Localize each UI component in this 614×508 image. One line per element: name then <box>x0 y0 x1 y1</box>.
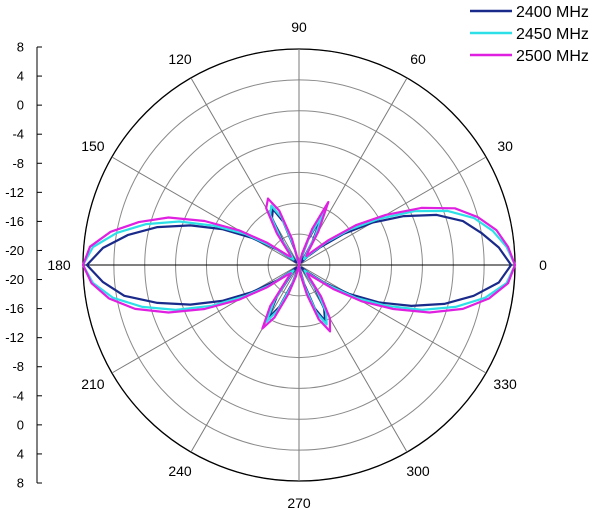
radial-tick-label: 8 <box>17 40 24 55</box>
series-group <box>81 197 517 333</box>
radial-tick-label: -16 <box>5 214 24 229</box>
radial-tick-label: 4 <box>17 446 24 461</box>
angle-label: 120 <box>168 51 192 67</box>
angle-label: 90 <box>291 19 307 35</box>
angle-label: 330 <box>493 376 517 392</box>
angle-label: 300 <box>406 463 430 479</box>
angular-axis-labels: 0 30 60 90 120 150 180 210 240 270 300 330 <box>47 19 547 508</box>
radial-tick-label: -12 <box>5 330 24 345</box>
radial-tick-label: 0 <box>17 417 24 432</box>
radial-tick-label: -8 <box>12 156 24 171</box>
radial-tick-label: -20 <box>5 243 24 258</box>
radial-tick-label: 0 <box>17 98 24 113</box>
radial-tick-label: -8 <box>12 359 24 374</box>
radial-tick-label: -20 <box>5 272 24 287</box>
radial-tick-label: -12 <box>5 185 24 200</box>
radial-tick-label: 8 <box>17 476 24 491</box>
series-line-2500-mhz <box>81 197 517 333</box>
radial-tick-label: -4 <box>12 127 24 142</box>
legend: 2400 MHz 2450 MHz 2500 MHz <box>470 4 589 65</box>
angle-label: 60 <box>410 51 426 67</box>
radial-tick-label: -4 <box>12 388 24 403</box>
radial-tick-label: -16 <box>5 301 24 316</box>
legend-label: 2500 MHz <box>516 48 589 65</box>
angle-label: 270 <box>287 495 311 508</box>
angle-label: 210 <box>81 376 105 392</box>
angle-label: 30 <box>497 138 513 154</box>
angle-label: 240 <box>168 463 192 479</box>
angle-label: 150 <box>81 138 105 154</box>
legend-label: 2450 MHz <box>516 26 589 43</box>
angle-label: 180 <box>47 257 71 273</box>
radial-axis: 8 4 0 -4 -8 -12 -16 -20 -20 -16 -12 -8 -4 0 4 8 <box>5 40 42 491</box>
angle-label: 0 <box>539 257 547 273</box>
radial-tick-label: 4 <box>17 69 24 84</box>
legend-label: 2400 MHz <box>516 4 589 21</box>
